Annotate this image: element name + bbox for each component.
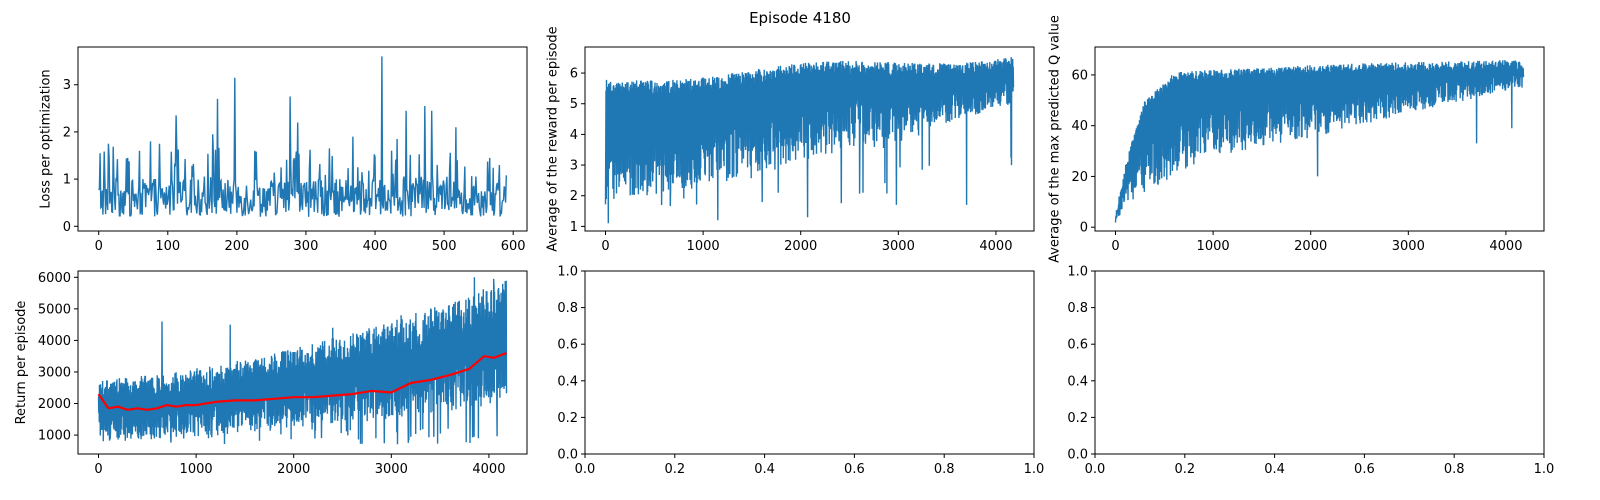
subplot-max-q: 0 1000 2000 3000 4000 0 20 40 60 Average of the m… [1047,15,1545,263]
empty-1-ytick-label: 0.2 [557,411,578,426]
empty-1-ytick-label: 0.0 [557,448,578,463]
avg-reward-xtick-label: 3000 [882,239,915,254]
max-q-ytick-label: 20 [1071,170,1088,185]
max-q-ylabel: Average of the max predicted Q value [1047,15,1062,263]
max-q-ytick-label: 0 [1080,221,1088,236]
avg-reward-ytick-label: 4 [570,128,578,143]
max-q-axes-frame [1094,46,1545,232]
subplot-loss: 0 100 200 300 400 500 600 0 1 2 3 Loss per optimiza… [39,46,528,254]
empty-2-xtick-label: 1.0 [1534,462,1555,477]
empty-1-axes-frame [584,270,1035,455]
avg-reward-ytick-label: 3 [570,159,578,174]
max-q-ytick-label: 40 [1071,119,1088,134]
empty-1-ytick-label: 1.0 [557,265,578,280]
return-ylabel: Return per episode [14,301,29,425]
max-q-xtick-label: 4000 [1489,239,1522,254]
subplot-empty-2: 0.0 0.2 0.4 0.6 0.8 1.0 0.0 0.2 0.4 0.6 0.8 1.0 [1067,265,1554,478]
empty-1-ytick-label: 0.4 [557,374,578,389]
empty-1-xtick-label: 1.0 [1024,462,1045,477]
subplot-return: 0 1000 2000 3000 4000 1000 2000 3000 4000 5000 600… [14,270,528,477]
empty-2-ytick-label: 0.8 [1067,301,1088,316]
loss-ytick-label: 3 [63,78,71,93]
max-q-xtick-label: 3000 [1392,239,1425,254]
loss-ylabel: Loss per optimization [39,69,54,208]
loss-xtick-label: 200 [224,239,249,254]
loss-xtick-label: 500 [432,239,457,254]
return-xtick-label: 3000 [375,462,408,477]
avg-reward-ytick-label: 6 [570,67,578,82]
empty-2-ytick-label: 1.0 [1067,265,1088,280]
empty-2-xtick-label: 0.4 [1264,462,1285,477]
empty-2-xtick-label: 0.2 [1174,462,1195,477]
empty-1-xtick-label: 0.8 [934,462,955,477]
return-ytick-label: 4000 [38,334,71,349]
figure-suptitle: Episode 4180 [749,9,851,27]
empty-2-xtick-label: 0.8 [1444,462,1465,477]
loss-axes-frame [77,46,528,232]
return-series-line [97,277,508,445]
empty-2-ytick-label: 0.2 [1067,411,1088,426]
return-ytick-label: 3000 [38,365,71,380]
loss-xtick-label: 400 [363,239,388,254]
empty-1-xtick-label: 0.0 [575,462,596,477]
empty-2-xtick-label: 0.0 [1085,462,1106,477]
empty-1-ytick-label: 0.8 [557,301,578,316]
return-ytick-label: 1000 [38,429,71,444]
avg-reward-ylabel: Average of the reward per episode [546,26,561,251]
empty-2-ytick-label: 0.4 [1067,374,1088,389]
return-running-mean-line [97,351,507,411]
max-q-ytick-label: 60 [1071,68,1088,83]
return-ytick-label: 6000 [38,271,71,286]
loss-ytick-label: 2 [63,125,71,140]
empty-2-axes-frame [1094,270,1545,455]
loss-ytick-label: 1 [63,173,71,188]
return-xtick-label: 1000 [180,462,213,477]
loss-xtick-label: 0 [95,239,103,254]
loss-xtick-label: 600 [501,239,526,254]
avg-reward-ytick-label: 5 [570,97,578,112]
avg-reward-series-line [604,57,1015,224]
empty-2-xtick-label: 0.6 [1354,462,1375,477]
empty-1-xtick-label: 0.4 [754,462,775,477]
return-axes-frame [77,270,528,455]
avg-reward-axes-frame [584,46,1035,232]
avg-reward-xtick-label: 1000 [687,239,720,254]
avg-reward-ytick-label: 2 [570,189,578,204]
max-q-xtick-label: 2000 [1294,239,1327,254]
avg-reward-xtick-label: 0 [601,239,609,254]
loss-series-line [98,56,507,217]
avg-reward-xtick-label: 2000 [784,239,817,254]
subplot-avg-reward: 0 1000 2000 3000 4000 1 2 3 4 5 6 Average of the re… [546,26,1035,254]
empty-1-xtick-label: 0.6 [844,462,865,477]
avg-reward-xtick-label: 4000 [979,239,1012,254]
empty-2-ytick-label: 0.0 [1067,448,1088,463]
loss-xtick-label: 100 [155,239,180,254]
empty-2-ytick-label: 0.6 [1067,338,1088,353]
empty-1-xtick-label: 0.2 [664,462,685,477]
empty-1-ytick-label: 0.6 [557,338,578,353]
return-xtick-label: 2000 [277,462,310,477]
max-q-series-line [1114,60,1525,223]
return-ytick-label: 5000 [38,302,71,317]
max-q-xtick-label: 1000 [1197,239,1230,254]
loss-xtick-label: 300 [294,239,319,254]
avg-reward-ytick-label: 1 [570,220,578,235]
return-xtick-label: 0 [94,462,102,477]
subplot-empty-1: 0.0 0.2 0.4 0.6 0.8 1.0 0.0 0.2 0.4 0.6 0.8 1.0 [557,265,1044,478]
return-ytick-label: 2000 [38,397,71,412]
max-q-xtick-label: 0 [1111,239,1119,254]
loss-ytick-label: 0 [63,220,71,235]
return-xtick-label: 4000 [472,462,505,477]
